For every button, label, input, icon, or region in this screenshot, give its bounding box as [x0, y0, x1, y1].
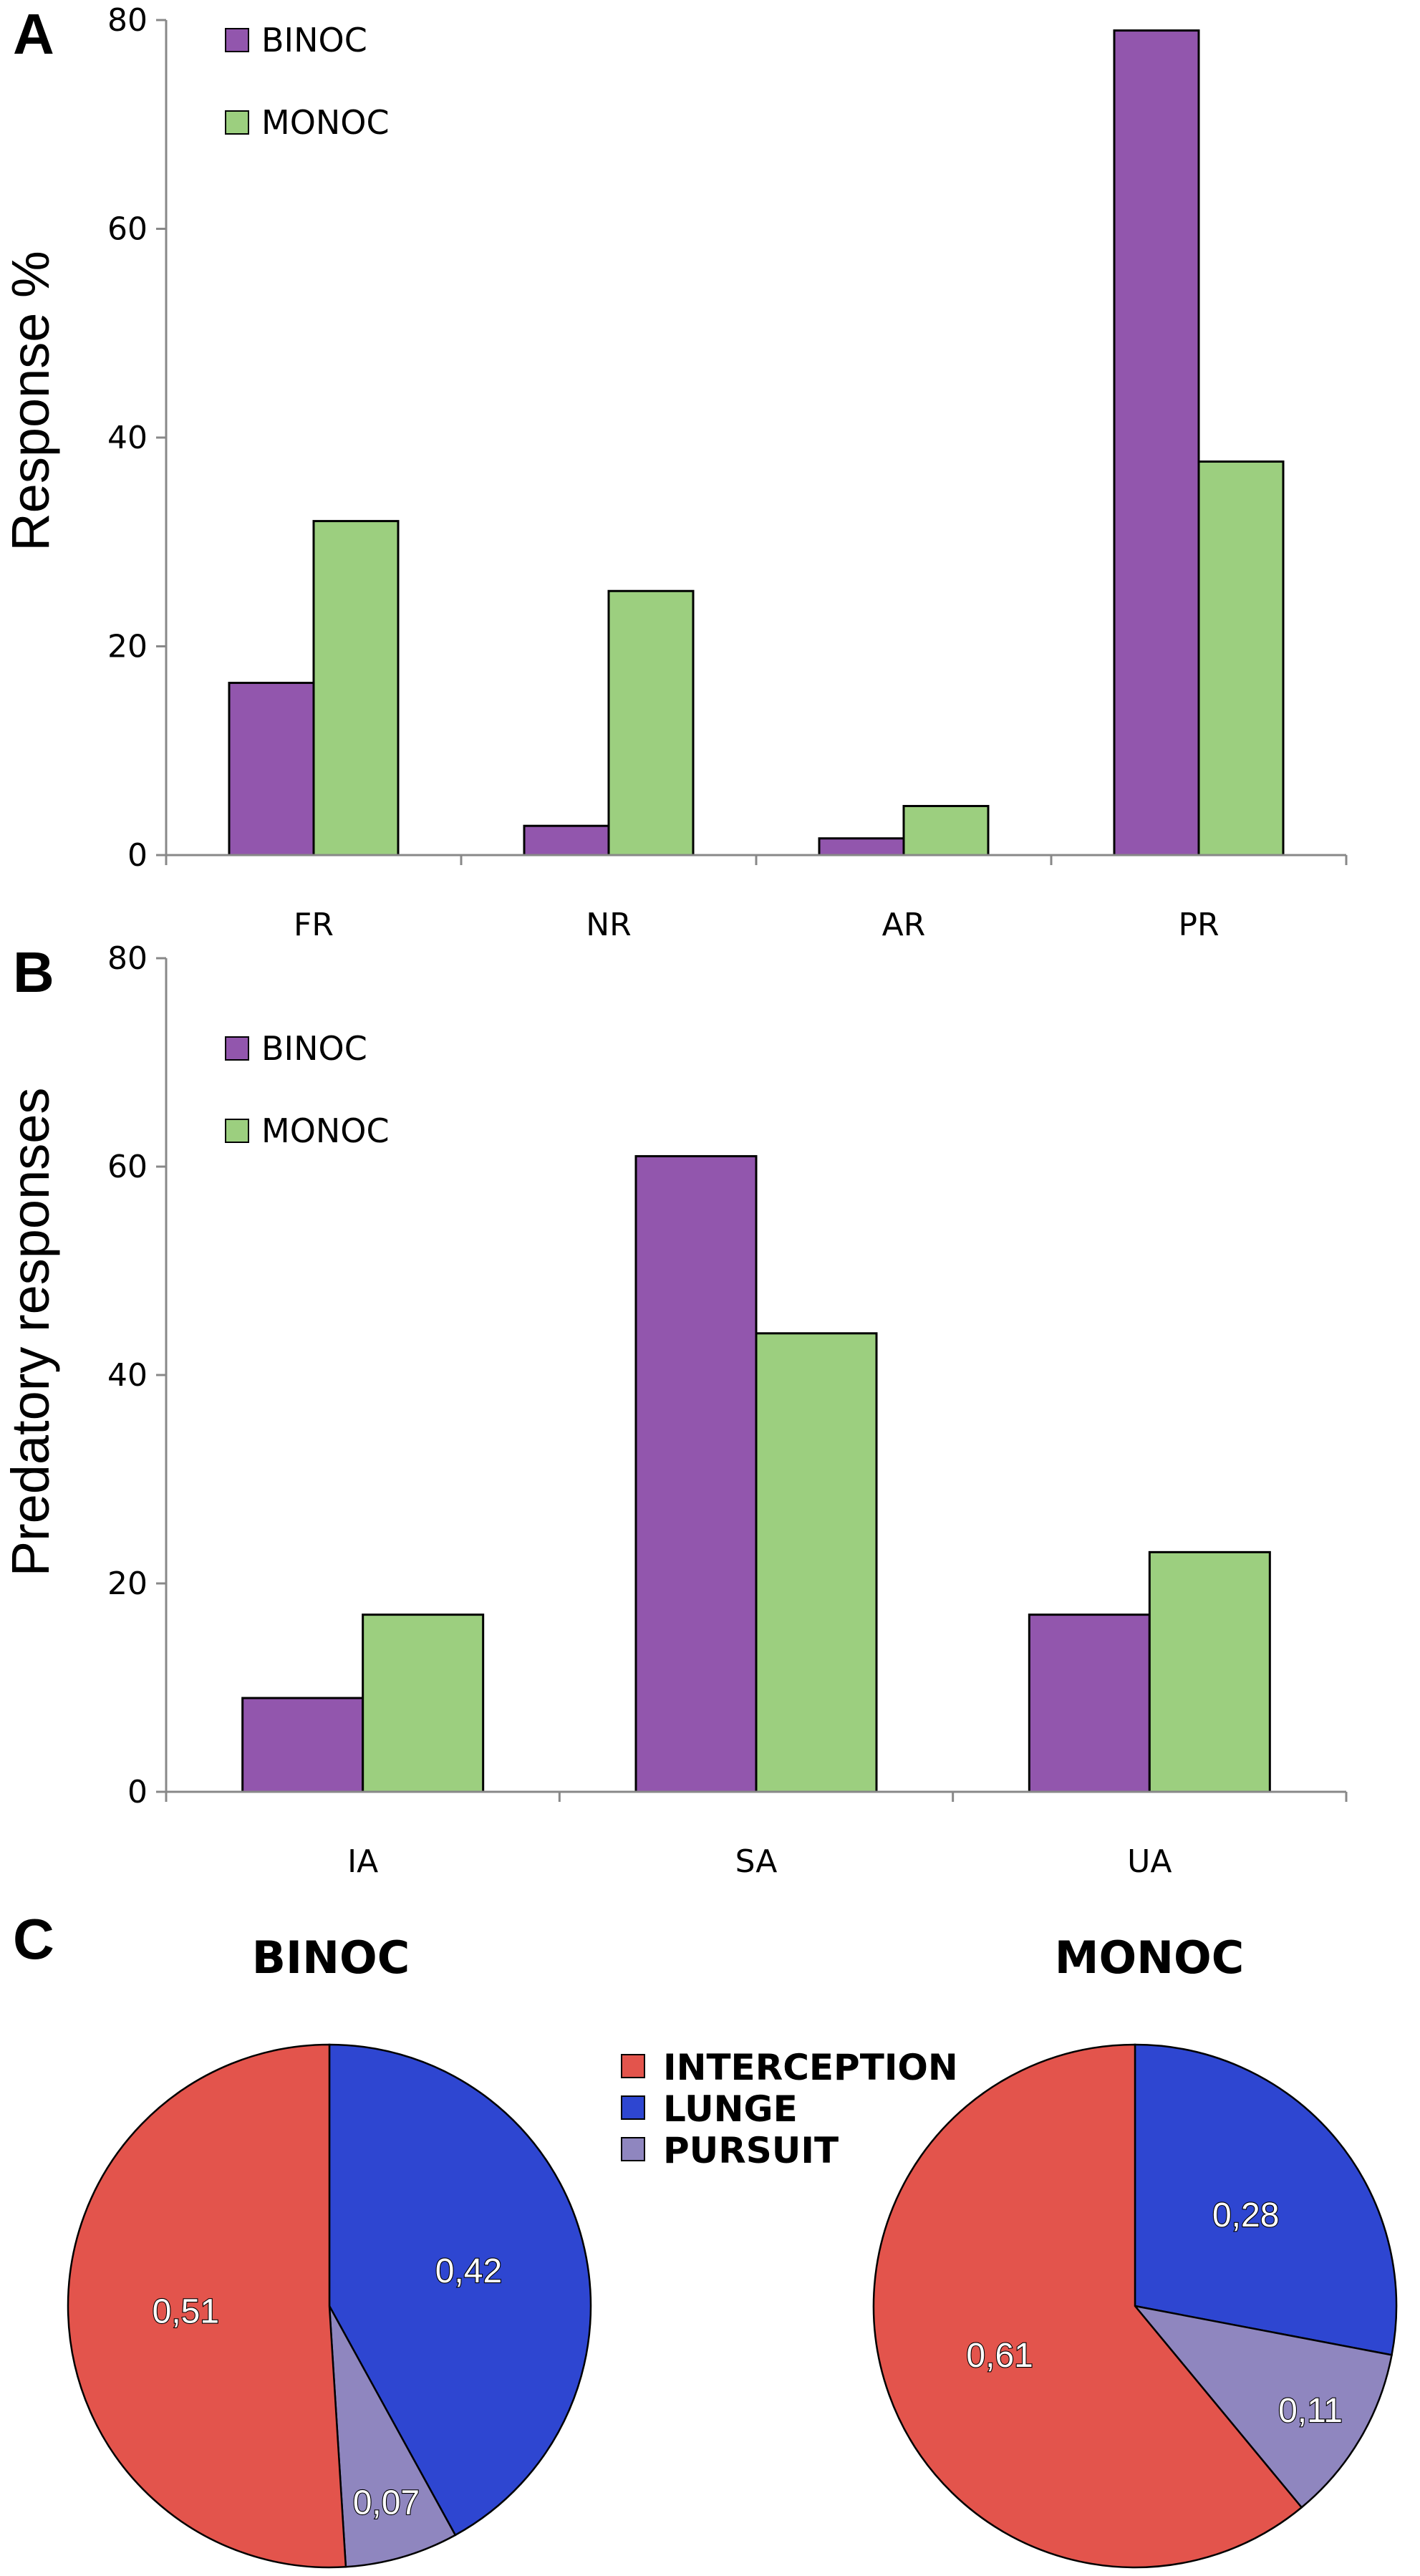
y-tick-label: 80 [107, 2, 148, 39]
x-tick-label: FR [294, 907, 334, 943]
slice-label-interception: 0,61 [966, 2337, 1033, 2375]
slice-label-lunge: 0,42 [435, 2252, 502, 2290]
bar-monoc-ar [902, 804, 990, 857]
pie-title: BINOC [252, 1931, 410, 1984]
legend-label-monoc: MONOC [261, 1111, 390, 1150]
bar-chart-predatory-responses: Predatory responses 0 20 40 60 80 IA SA UA BINO… [1, 940, 1348, 1880]
bar-monoc-ia [362, 1613, 485, 1793]
bar-monoc-ua [1148, 1550, 1271, 1793]
bar-binoc-ua [1028, 1613, 1151, 1793]
x-tick-label: UA [1127, 1843, 1172, 1880]
pie-legend: INTERCEPTION LUNGE PURSUIT [621, 2047, 958, 2171]
panel-label-a: A [13, 2, 54, 66]
legend-swatch-monoc [225, 1119, 249, 1143]
legend-label-lunge: LUNGE [663, 2088, 798, 2130]
pie-chart-monoc: MONOC 0,28 0,11 0,61 [872, 1931, 1398, 2569]
legend-label-binoc: BINOC [261, 1029, 367, 1068]
y-tick-label: 80 [107, 940, 148, 977]
pie-slice-pursuit [328, 2305, 457, 2568]
bar-binoc-sa [634, 1154, 758, 1793]
bar-monoc-pr [1197, 460, 1285, 857]
legend-swatch-interception [621, 2054, 645, 2078]
y-tick-label: 20 [107, 1566, 148, 1602]
legend-swatch-binoc [225, 1036, 249, 1061]
bar-binoc-pr [1113, 29, 1200, 857]
legend-swatch-lunge [621, 2095, 645, 2120]
panel-label-b: B [13, 940, 54, 1004]
bar-monoc-sa [755, 1332, 878, 1793]
legend-label-interception: INTERCEPTION [663, 2047, 958, 2088]
slice-label-pursuit: 0,11 [1278, 2392, 1343, 2430]
y-tick-label: 0 [127, 837, 148, 874]
x-tick-label: AR [882, 907, 926, 943]
legend-label-binoc: BINOC [261, 21, 367, 59]
legend-label-pursuit: PURSUIT [663, 2130, 839, 2171]
legend-swatch-monoc [225, 110, 249, 135]
y-axis-title: Response % [1, 251, 60, 551]
bar-binoc-ia [241, 1697, 364, 1793]
bar-binoc-ar [818, 837, 905, 857]
bar-chart-response-percent: Response % 0 20 40 60 80 FR NR AR PR BINOC MONOC [1, 2, 1348, 943]
slice-label-pursuit: 0,07 [353, 2484, 420, 2522]
pie-slice-pursuit [1132, 2305, 1393, 2509]
y-axis-title: Predatory responses [1, 1088, 60, 1577]
slice-label-lunge: 0,28 [1212, 2196, 1279, 2234]
y-tick-label: 0 [127, 1774, 148, 1810]
pie-chart-binoc: BINOC 0,42 0,07 0,51 [67, 1931, 592, 2569]
pie-slice-lunge [1134, 2043, 1398, 2356]
y-tick-label: 60 [107, 211, 148, 248]
pie-slice-interception [67, 2043, 347, 2569]
x-tick-label: NR [586, 907, 632, 943]
bar-binoc-fr [228, 682, 315, 857]
legend-swatch-binoc [225, 28, 249, 52]
bar-monoc-fr [312, 520, 400, 857]
y-tick-label: 40 [107, 1357, 148, 1394]
panel-label-c: C [13, 1907, 54, 1971]
y-tick-label: 40 [107, 420, 148, 456]
y-tick-label: 20 [107, 629, 148, 665]
bar-binoc-nr [523, 824, 610, 857]
y-tick-label: 60 [107, 1149, 148, 1185]
slice-label-interception: 0,51 [153, 2292, 219, 2330]
x-tick-label: IA [347, 1843, 378, 1880]
bar-monoc-nr [607, 589, 695, 857]
legend-swatch-pursuit [621, 2137, 645, 2161]
pie-slice-interception [872, 2043, 1303, 2569]
x-tick-label: PR [1178, 907, 1219, 943]
legend-label-monoc: MONOC [261, 103, 390, 142]
x-tick-label: SA [735, 1843, 778, 1880]
pie-slice-lunge [328, 2043, 592, 2537]
pie-title: MONOC [1055, 1931, 1245, 1984]
